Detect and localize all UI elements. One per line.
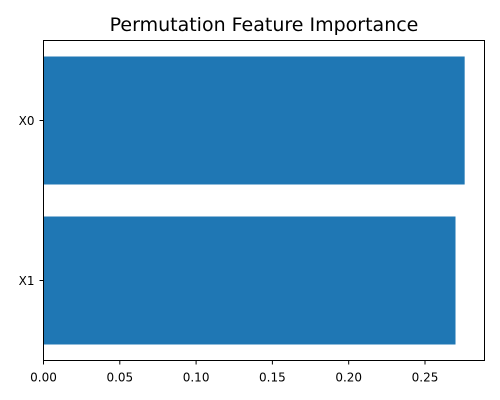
y-axis: X0 X1 [19, 114, 44, 288]
x-tick-label: 0.25 [412, 371, 439, 385]
chart-title: Permutation Feature Importance [110, 14, 419, 36]
bar-x0 [43, 56, 465, 185]
x-tick-label: 0.20 [335, 371, 362, 385]
bars-group [43, 56, 465, 345]
plot-frame [43, 40, 485, 361]
y-tick-label-x1: X1 [19, 274, 35, 288]
x-tick-label: 0.15 [259, 371, 286, 385]
x-axis: 0.00 0.05 0.10 0.15 0.20 0.25 [30, 360, 439, 385]
x-tick-label: 0.05 [106, 371, 133, 385]
x-tick-label: 0.10 [183, 371, 210, 385]
y-tick-label-x0: X0 [19, 114, 35, 128]
x-tick-label: 0.00 [30, 371, 57, 385]
bar-x1 [43, 216, 456, 345]
